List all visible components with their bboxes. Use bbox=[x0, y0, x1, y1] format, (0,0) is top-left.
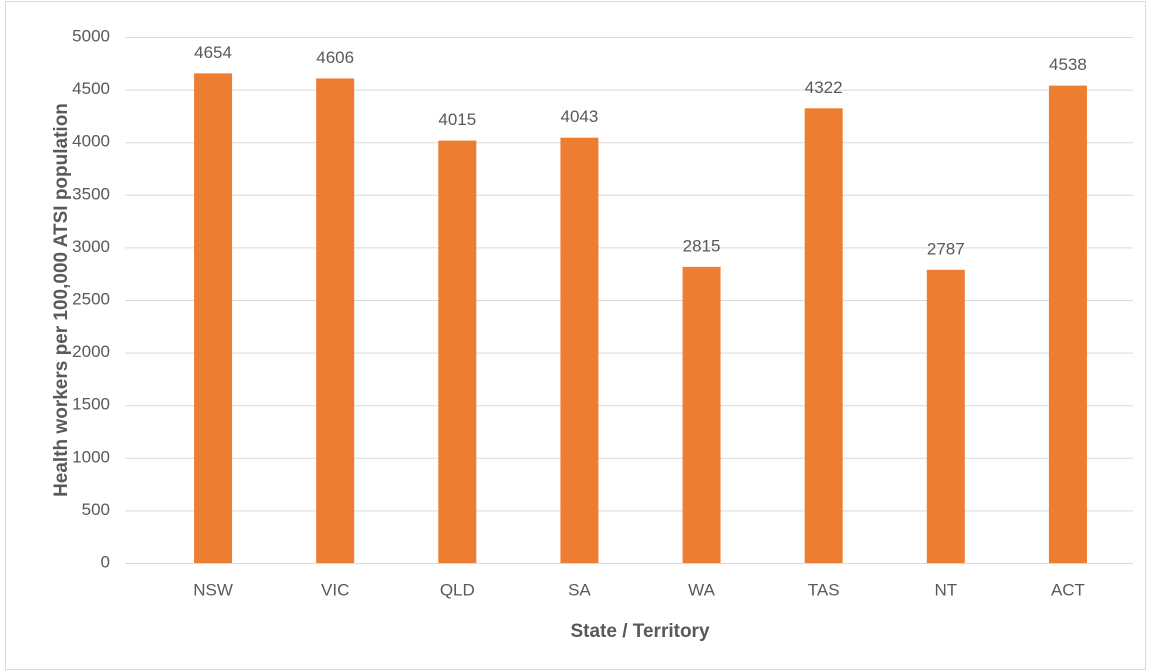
data-label: 2787 bbox=[927, 239, 965, 258]
y-tick-label: 2500 bbox=[72, 289, 110, 308]
x-tick-label: ACT bbox=[1051, 580, 1085, 599]
bar bbox=[438, 140, 477, 563]
y-tick-label: 0 bbox=[101, 552, 110, 571]
x-tick-label: TAS bbox=[808, 580, 840, 599]
x-tick-label: WA bbox=[688, 580, 715, 599]
x-tick-label: NSW bbox=[193, 580, 233, 599]
data-label: 4015 bbox=[438, 110, 476, 129]
y-tick-label: 1000 bbox=[72, 447, 110, 466]
data-label: 4322 bbox=[805, 78, 843, 97]
data-label: 4538 bbox=[1049, 55, 1087, 74]
data-label: 2815 bbox=[683, 236, 721, 255]
bar bbox=[560, 137, 599, 564]
bar bbox=[316, 78, 355, 564]
x-tick-label: VIC bbox=[321, 580, 349, 599]
bar bbox=[1048, 85, 1087, 563]
y-tick-label: 2000 bbox=[72, 342, 110, 361]
y-tick-label: 3000 bbox=[72, 237, 110, 256]
y-axis-title: Health workers per 100,000 ATSI populati… bbox=[51, 103, 72, 497]
y-tick-label: 3500 bbox=[72, 184, 110, 203]
y-tick-label: 4500 bbox=[72, 79, 110, 98]
x-tick-label: SA bbox=[568, 580, 591, 599]
data-label: 4654 bbox=[194, 43, 232, 62]
bar bbox=[194, 73, 233, 563]
bar bbox=[804, 108, 843, 564]
data-label: 4606 bbox=[316, 48, 354, 67]
x-tick-label: QLD bbox=[440, 580, 475, 599]
y-tick-label: 1500 bbox=[72, 395, 110, 414]
bar bbox=[682, 266, 721, 563]
data-label: 4043 bbox=[561, 107, 599, 126]
y-tick-label: 5000 bbox=[72, 26, 110, 45]
x-axis-title: State / Territory bbox=[570, 621, 709, 642]
y-tick-label: 500 bbox=[82, 500, 110, 519]
x-tick-label: NT bbox=[934, 580, 957, 599]
bar bbox=[926, 269, 965, 563]
y-tick-label: 4000 bbox=[72, 132, 110, 151]
